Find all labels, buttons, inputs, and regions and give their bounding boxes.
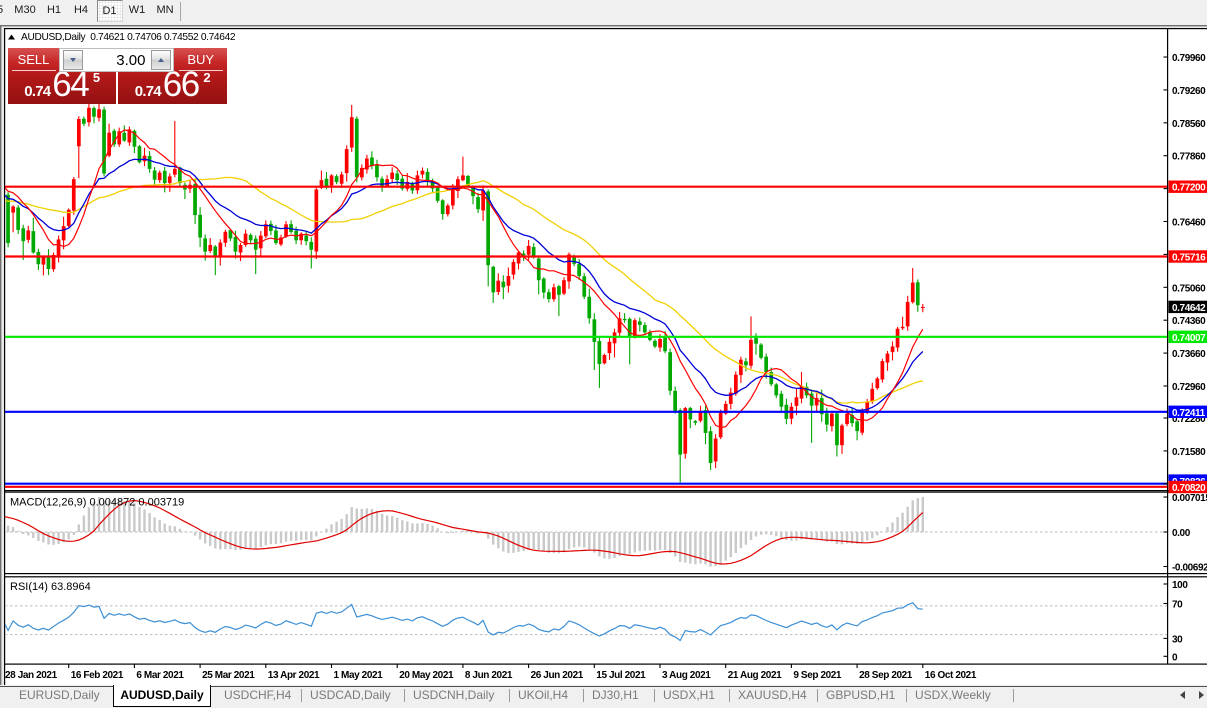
svg-text:0.72280: 0.72280	[1172, 414, 1206, 425]
svg-text:0.76460: 0.76460	[1172, 218, 1206, 229]
svg-text:0.007015: 0.007015	[1172, 493, 1207, 504]
svg-text:25 Mar 2021: 25 Mar 2021	[202, 670, 255, 681]
svg-text:0.74642: 0.74642	[1172, 303, 1206, 314]
svg-text:13 Apr 2021: 13 Apr 2021	[268, 670, 320, 681]
svg-text:70: 70	[1172, 600, 1183, 611]
svg-text:0.74360: 0.74360	[1172, 316, 1206, 327]
svg-text:8 Jun 2021: 8 Jun 2021	[465, 670, 513, 681]
svg-text:26 Jun 2021: 26 Jun 2021	[531, 670, 584, 681]
svg-text:0.73660: 0.73660	[1172, 349, 1206, 360]
svg-text:28 Jan 2021: 28 Jan 2021	[5, 670, 58, 681]
svg-text:21 Aug 2021: 21 Aug 2021	[728, 670, 782, 681]
svg-text:0.72960: 0.72960	[1172, 382, 1206, 393]
svg-text:0: 0	[1172, 652, 1178, 663]
svg-text:RSI(14) 63.8964: RSI(14) 63.8964	[10, 581, 91, 593]
svg-text:3 Aug 2021: 3 Aug 2021	[662, 670, 711, 681]
svg-text:0.74007: 0.74007	[1172, 333, 1206, 344]
svg-text:0.79960: 0.79960	[1172, 53, 1206, 64]
svg-text:MACD(12,26,9) 0.004872 0.00371: MACD(12,26,9) 0.004872 0.003719	[10, 497, 184, 509]
svg-text:0.72411: 0.72411	[1172, 408, 1206, 419]
svg-text:-0.00692: -0.00692	[1172, 563, 1207, 574]
svg-text:0.79260: 0.79260	[1172, 86, 1206, 97]
svg-text:0.77860: 0.77860	[1172, 152, 1206, 163]
svg-text:9 Sep 2021: 9 Sep 2021	[793, 670, 842, 681]
svg-text:0.75716: 0.75716	[1172, 253, 1206, 264]
svg-text:0.77200: 0.77200	[1172, 183, 1206, 194]
svg-text:16 Oct 2021: 16 Oct 2021	[925, 670, 977, 681]
svg-text:0.75060: 0.75060	[1172, 283, 1206, 294]
svg-text:16 Feb 2021: 16 Feb 2021	[71, 670, 124, 681]
svg-text:6 Mar 2021: 6 Mar 2021	[136, 670, 184, 681]
svg-text:0.71580: 0.71580	[1172, 447, 1206, 458]
svg-text:0.78560: 0.78560	[1172, 119, 1206, 130]
svg-text:0.00: 0.00	[1172, 528, 1191, 539]
svg-text:20 May 2021: 20 May 2021	[399, 670, 454, 681]
svg-text:AUDUSD,Daily 0.74621 0.74706: AUDUSD,Daily 0.74621 0.74706 0.74552 0.7…	[21, 32, 236, 43]
svg-text:0.70820: 0.70820	[1172, 483, 1206, 494]
svg-text:100: 100	[1172, 580, 1188, 591]
svg-text:1 May 2021: 1 May 2021	[334, 670, 384, 681]
svg-text:15 Jul 2021: 15 Jul 2021	[596, 670, 646, 681]
svg-text:28 Sep 2021: 28 Sep 2021	[859, 670, 913, 681]
svg-text:30: 30	[1172, 634, 1183, 645]
